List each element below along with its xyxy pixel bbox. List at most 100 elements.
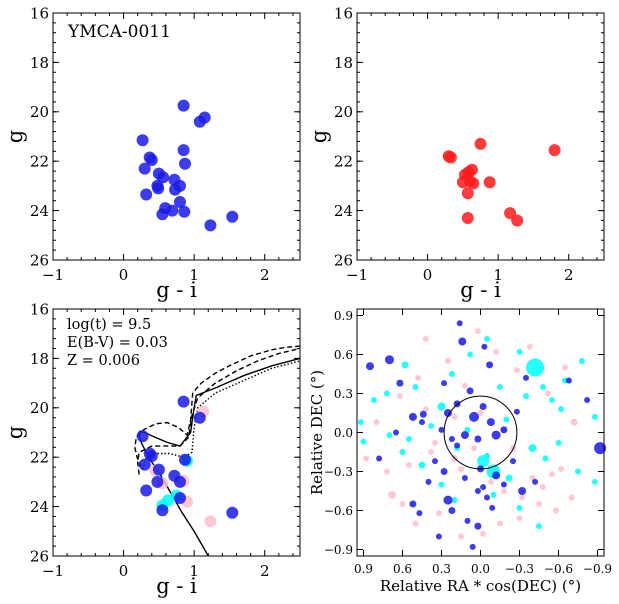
p3-points xyxy=(136,395,239,528)
p4-point-pink xyxy=(562,364,568,371)
p2-points xyxy=(442,137,561,227)
p3-point-members xyxy=(140,484,153,497)
p4-point-members xyxy=(454,442,461,449)
p2-point-field xyxy=(444,151,457,164)
p3-point-members xyxy=(156,504,169,517)
p4-ticks: 0.9 0.6 0.3 0.0 −0.3 −0.6 −0.90.90.60.30.0−0.3… xyxy=(324,309,612,576)
p3-xtick-label: −1 xyxy=(42,562,64,580)
p1-point-members xyxy=(145,154,158,166)
p3-xtick-label: 0 xyxy=(119,562,129,580)
p2-point-field xyxy=(474,137,487,150)
p4-point-cyan xyxy=(528,444,537,453)
p4-point-cyan xyxy=(505,474,513,482)
p2-point-field xyxy=(504,207,517,220)
p1-point-members xyxy=(204,219,217,232)
p2-point-field xyxy=(548,144,561,157)
p4-point-pink xyxy=(412,520,419,527)
p1-point-members xyxy=(193,115,206,128)
p1-point-members xyxy=(169,183,182,196)
p4-point-members xyxy=(474,435,482,443)
p4-ytick-label: 0.9 xyxy=(334,309,353,323)
p4-point-cyan xyxy=(451,497,458,504)
p4-point-cyan xyxy=(401,361,409,369)
p4-point-members xyxy=(464,517,471,524)
p4-point-cyan xyxy=(428,423,435,429)
p4-xtick-label: 0.0 xyxy=(471,562,490,576)
p3-ytick-label: 16 xyxy=(30,300,49,318)
p4-ytick-label: −0.3 xyxy=(324,465,353,479)
p4-point-pink xyxy=(435,510,442,517)
p3-ytick-label: 22 xyxy=(30,449,49,467)
p3-xtick-label: 1 xyxy=(189,562,199,580)
p4-point-members xyxy=(419,410,427,418)
p4-point-pink xyxy=(545,390,552,397)
p4-point-pink xyxy=(552,507,559,514)
panel-cmd-comparison: −1 0 1 2 16 18 20 22 24 26 g - i g xyxy=(307,4,605,302)
p1-points xyxy=(136,99,239,232)
p4-point-pink xyxy=(497,520,503,527)
p4-point-cyan xyxy=(523,393,529,400)
p3-isochrone-dashed-1 xyxy=(134,345,301,468)
p4-point-cyan xyxy=(357,419,364,426)
p4-xtick-label: 0.3 xyxy=(432,562,451,576)
panel-cmd-isochrone: −1 0 1 2 16 18 20 22 24 26 log(t) = 9.5 E(B-V) = … xyxy=(3,300,301,598)
p4-point-pink xyxy=(396,393,403,400)
p1-point-members xyxy=(138,162,151,175)
p4-point-members xyxy=(448,436,455,442)
p4-point-members xyxy=(376,455,383,462)
p4-point-cyan xyxy=(516,504,523,511)
p4-xtick-label: 0.9 xyxy=(354,562,373,576)
p1-ytick-label: 22 xyxy=(30,153,49,171)
p1-point-members xyxy=(156,208,169,221)
p4-point-cyan xyxy=(490,491,497,498)
p4-xlabel: Relative RA * cos(DEC) (°) xyxy=(380,577,581,595)
p4-point-members xyxy=(396,379,404,387)
p1-xtick-label: 2 xyxy=(260,266,270,284)
p3-annotation-age: log(t) = 9.5 xyxy=(67,317,151,333)
p4-point-members xyxy=(432,458,438,465)
panel-cmd-members: −1 0 1 2 16 18 20 22 24 26 YMCA-0011 g - i g xyxy=(3,4,301,302)
p1-ytick-label: 26 xyxy=(30,251,49,269)
p4-point-members xyxy=(419,419,425,426)
p4-point-members xyxy=(440,468,448,475)
p4-point-cyan xyxy=(539,384,546,390)
p2-point-field xyxy=(456,176,469,189)
p4-point-members xyxy=(416,510,423,517)
p4-point-members xyxy=(443,495,453,505)
p3-annotation-metallicity: Z = 0.006 xyxy=(67,353,140,369)
p4-point-pink xyxy=(487,478,494,485)
p1-xlabel: g - i xyxy=(156,278,197,302)
p1-point-members xyxy=(166,204,179,217)
p4-point-members xyxy=(510,458,516,465)
p4-point-members xyxy=(489,504,496,511)
p4-point-members xyxy=(385,355,394,365)
p1-ytick-label: 24 xyxy=(30,202,49,220)
p4-point-pink xyxy=(458,465,464,472)
p4-point-pink xyxy=(406,462,412,468)
p4-ytick-label: 0.6 xyxy=(334,348,353,362)
p4-point-cyan xyxy=(558,406,565,413)
p4-frame xyxy=(356,308,605,557)
p4-point-members xyxy=(518,487,527,495)
p4-point-cyan xyxy=(575,468,581,475)
p4-point-pink xyxy=(558,465,565,472)
p4-point-pink xyxy=(388,490,397,499)
p4-point-pink xyxy=(519,494,526,501)
p2-ticks: −1 0 1 2 16 18 20 22 24 26 xyxy=(334,4,604,284)
p4-point-members xyxy=(584,397,591,403)
p3-ytick-label: 20 xyxy=(30,399,49,417)
p4-point-members xyxy=(425,478,432,485)
p3-point-members xyxy=(226,506,239,519)
p1-point-members xyxy=(226,210,239,223)
p4-point-members xyxy=(444,409,452,417)
p2-xlabel: g - i xyxy=(460,278,501,302)
p2-point-field xyxy=(483,176,496,189)
p4-point-members xyxy=(479,403,487,410)
p4-point-pink xyxy=(568,494,575,501)
p3-ylabel: g xyxy=(3,426,27,439)
p4-point-cyan xyxy=(438,481,445,488)
p1-point-members xyxy=(177,144,190,157)
p1-point-members xyxy=(152,182,165,195)
p4-point-members xyxy=(513,408,520,415)
p4-point-pink xyxy=(373,419,380,426)
